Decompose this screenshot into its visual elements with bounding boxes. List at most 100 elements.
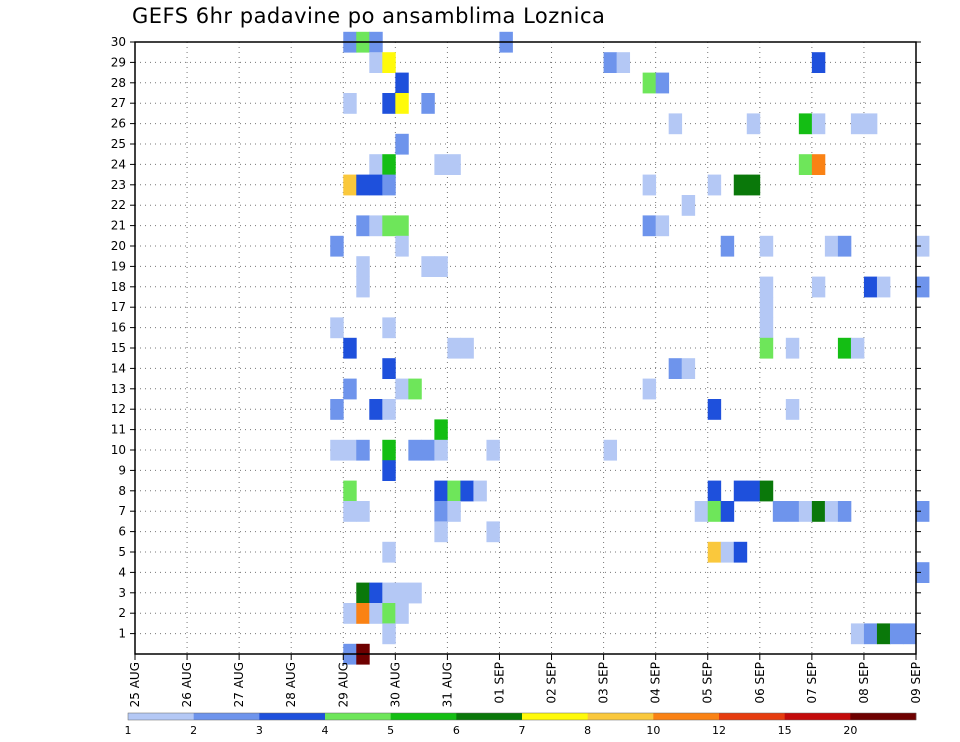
x-tick-label: 05 SEP bbox=[701, 662, 715, 704]
x-tick-label: 26 AUG bbox=[180, 662, 194, 707]
heatmap-cell bbox=[434, 480, 448, 502]
y-tick-label: 12 bbox=[111, 402, 126, 416]
heatmap-cell bbox=[421, 256, 435, 277]
heatmap-cell bbox=[759, 297, 774, 318]
heatmap-cell bbox=[330, 399, 344, 420]
heatmap-cell bbox=[395, 215, 409, 237]
colorbar-tick-label: 15 bbox=[778, 724, 792, 737]
y-tick-label: 22 bbox=[111, 198, 126, 212]
colorbar-tick-label: 8 bbox=[584, 724, 591, 737]
heatmap-cell bbox=[798, 501, 813, 522]
heatmap-cell bbox=[343, 93, 357, 114]
heatmap-cell bbox=[603, 52, 618, 73]
x-tick-label: 04 SEP bbox=[649, 662, 663, 704]
heatmap-cell bbox=[837, 501, 852, 522]
y-tick-label: 14 bbox=[111, 361, 126, 375]
x-tick-label: 02 SEP bbox=[545, 662, 559, 704]
heatmap-cell bbox=[642, 174, 657, 196]
heatmap-cell bbox=[720, 235, 735, 257]
heatmap-cell bbox=[655, 72, 670, 94]
colorbar-segment bbox=[784, 713, 851, 720]
heatmap-cell bbox=[785, 399, 800, 420]
heatmap-cell bbox=[343, 480, 357, 502]
colorbar-tick-label: 1 bbox=[125, 724, 132, 737]
heatmap-cell bbox=[668, 113, 683, 135]
heatmap-cell bbox=[824, 501, 839, 522]
heatmap-cell bbox=[707, 541, 722, 563]
heatmap-cell bbox=[707, 174, 722, 196]
colorbar-segment bbox=[325, 713, 391, 720]
heatmap-cell bbox=[395, 72, 409, 94]
heatmap-cell bbox=[434, 419, 448, 441]
heatmap-cell bbox=[916, 276, 930, 298]
y-tick-label: 20 bbox=[111, 239, 126, 253]
heatmap-cell bbox=[382, 93, 396, 114]
x-tick-label: 07 SEP bbox=[805, 662, 819, 704]
heatmap-cell bbox=[733, 541, 748, 563]
heatmap-cell bbox=[642, 215, 657, 237]
heatmap-cell bbox=[681, 358, 696, 379]
heatmap-cell bbox=[434, 256, 448, 277]
heatmap-cell bbox=[811, 501, 826, 522]
heatmap-cell bbox=[916, 562, 930, 583]
heatmap-cell bbox=[343, 174, 357, 196]
heatmap-cell bbox=[733, 174, 748, 196]
heatmap-cell bbox=[343, 337, 357, 359]
heatmap-cell bbox=[460, 337, 474, 359]
heatmap-cell bbox=[811, 276, 826, 298]
heatmap-cell bbox=[759, 235, 774, 257]
heatmap-cell bbox=[837, 337, 852, 359]
heatmap-cell bbox=[382, 582, 396, 604]
heatmap-cell bbox=[369, 52, 383, 73]
heatmap-cell bbox=[382, 215, 396, 237]
heatmap-cell bbox=[916, 501, 930, 522]
colorbar-segment bbox=[193, 713, 260, 720]
heatmap-cell bbox=[395, 133, 409, 155]
heatmap-cell bbox=[746, 174, 761, 196]
heatmap-cell bbox=[382, 399, 396, 420]
y-tick-label: 29 bbox=[111, 55, 126, 69]
heatmap-cell bbox=[382, 154, 396, 175]
colorbar-segment bbox=[587, 713, 654, 720]
heatmap-cell bbox=[382, 358, 396, 379]
heatmap-cell bbox=[798, 113, 813, 135]
y-tick-label: 16 bbox=[111, 321, 126, 335]
colorbar-tick-label: 4 bbox=[322, 724, 329, 737]
heatmap-cell bbox=[434, 501, 448, 522]
y-tick-label: 13 bbox=[111, 382, 126, 396]
heatmap-cell bbox=[330, 317, 344, 339]
heatmap-cell bbox=[772, 501, 787, 522]
heatmap-cell bbox=[668, 358, 683, 379]
heatmap-cell bbox=[876, 276, 891, 298]
heatmap-cell bbox=[369, 399, 383, 420]
heatmap-cell bbox=[486, 521, 500, 543]
heatmap-cell bbox=[369, 174, 383, 196]
x-tick-label: 25 AUG bbox=[128, 662, 142, 707]
colorbar-tick-label: 10 bbox=[646, 724, 660, 737]
heatmap-cell bbox=[382, 460, 396, 481]
heatmap-cell bbox=[434, 154, 448, 175]
chart-title: GEFS 6hr padavine po ansamblima Loznica bbox=[132, 4, 606, 28]
heatmap-cell bbox=[681, 195, 696, 216]
heatmap-cell bbox=[811, 52, 826, 73]
x-tick-label: 29 AUG bbox=[336, 662, 350, 707]
heatmap-cell bbox=[850, 113, 865, 135]
heatmap-cell bbox=[798, 154, 813, 175]
heatmap-cell bbox=[369, 215, 383, 237]
heatmap-cell bbox=[707, 501, 722, 522]
heatmap-cell bbox=[369, 603, 383, 624]
colorbar-frame bbox=[127, 712, 917, 721]
heatmap-cell bbox=[408, 439, 422, 461]
heatmap-cell bbox=[850, 623, 865, 645]
colorbar-segment bbox=[128, 713, 194, 720]
heatmap-cell bbox=[447, 501, 461, 522]
heatmap-cell bbox=[369, 582, 383, 604]
heatmap-cell bbox=[486, 439, 500, 461]
heatmap-cell bbox=[746, 480, 761, 502]
y-tick-label: 17 bbox=[111, 300, 126, 314]
heatmap-cell bbox=[382, 623, 396, 645]
heatmap-cell bbox=[330, 439, 344, 461]
heatmap-cell bbox=[720, 501, 735, 522]
heatmap-cell bbox=[863, 113, 878, 135]
